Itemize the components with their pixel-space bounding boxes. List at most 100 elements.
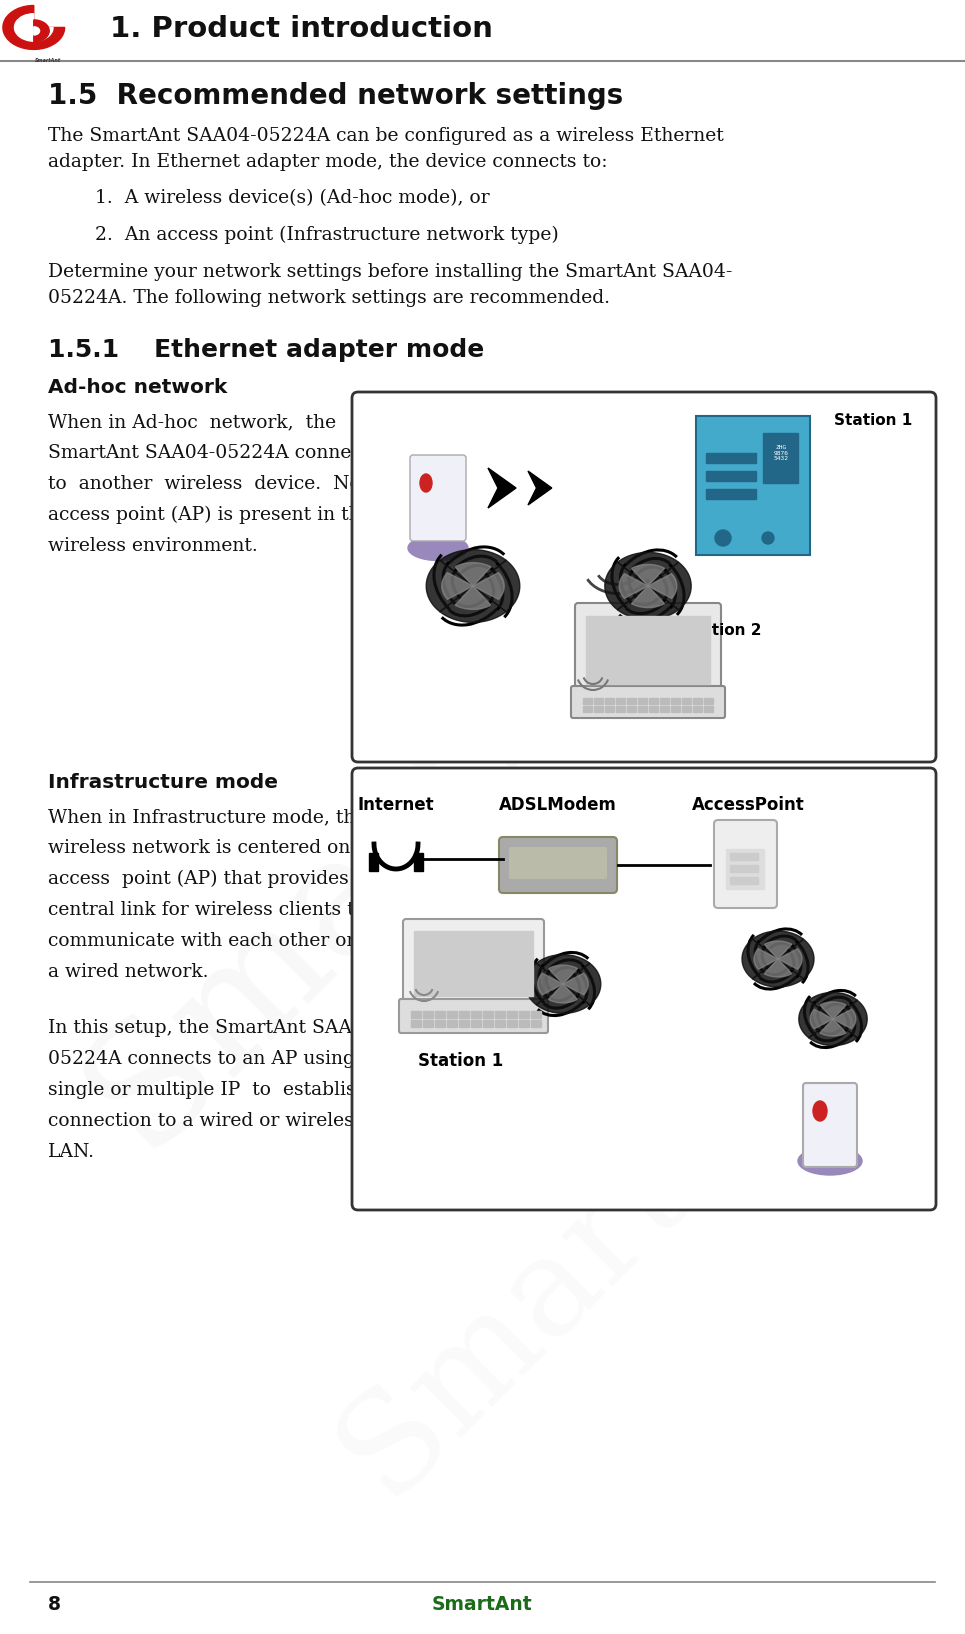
Bar (459, 1011, 469, 1018)
Bar (447, 1011, 457, 1018)
FancyBboxPatch shape (399, 998, 548, 1033)
Bar (671, 698, 680, 704)
Text: 05224A. The following network settings are recommended.: 05224A. The following network settings a… (48, 289, 610, 307)
FancyBboxPatch shape (352, 768, 936, 1211)
Text: 8: 8 (48, 1595, 61, 1613)
Text: The SmartAnt SAA04-05224A can be configured as a wireless Ethernet: The SmartAnt SAA04-05224A can be configu… (48, 127, 724, 145)
Bar (519, 1020, 529, 1028)
Polygon shape (440, 587, 506, 623)
Bar (605, 706, 614, 712)
Bar (682, 698, 691, 704)
Text: Ad-hoc network: Ad-hoc network (48, 377, 227, 397)
Text: access  point (AP) that provides a: access point (AP) that provides a (48, 869, 366, 889)
Bar (704, 706, 713, 712)
Text: a wired network.: a wired network. (48, 962, 208, 980)
Bar (507, 1020, 517, 1028)
FancyBboxPatch shape (403, 918, 544, 1007)
Bar (730, 864, 758, 873)
Polygon shape (605, 562, 648, 609)
Polygon shape (525, 962, 563, 1005)
Polygon shape (833, 1010, 856, 1029)
Bar (693, 706, 702, 712)
Text: Station 1: Station 1 (418, 1052, 504, 1070)
Polygon shape (778, 940, 813, 979)
FancyBboxPatch shape (499, 837, 617, 894)
FancyBboxPatch shape (410, 454, 466, 541)
Bar (605, 698, 614, 704)
Polygon shape (427, 560, 473, 611)
Bar (649, 706, 658, 712)
Bar (594, 698, 603, 704)
Ellipse shape (408, 536, 468, 560)
FancyBboxPatch shape (352, 392, 936, 761)
Polygon shape (473, 560, 520, 611)
Text: Station 1: Station 1 (834, 413, 912, 428)
Circle shape (762, 533, 774, 544)
Polygon shape (455, 587, 491, 609)
Text: When in Infrastructure mode, the: When in Infrastructure mode, the (48, 807, 367, 827)
Text: Determine your network settings before installing the SmartAnt SAA04-: Determine your network settings before i… (48, 263, 732, 281)
Polygon shape (631, 587, 665, 608)
Polygon shape (442, 572, 473, 600)
Bar (411, 1020, 421, 1028)
Polygon shape (820, 1020, 846, 1036)
Bar (638, 706, 647, 712)
Bar (369, 853, 378, 871)
Ellipse shape (420, 474, 432, 492)
Bar (495, 1020, 505, 1028)
Bar (483, 1020, 493, 1028)
Bar (616, 706, 625, 712)
Polygon shape (820, 1002, 846, 1020)
Text: 2.  An access point (Infrastructure network type): 2. An access point (Infrastructure netwo… (95, 225, 559, 243)
Polygon shape (799, 1000, 833, 1038)
Bar (649, 698, 658, 704)
Text: LAN.: LAN. (48, 1144, 95, 1162)
Bar (411, 1011, 421, 1018)
Bar (706, 471, 756, 480)
Text: wireless network is centered on an: wireless network is centered on an (48, 838, 379, 856)
FancyBboxPatch shape (575, 603, 721, 694)
Text: Infrastructure mode: Infrastructure mode (48, 773, 278, 791)
Circle shape (715, 529, 731, 546)
Bar (594, 706, 603, 712)
Text: 05224A connects to an AP using a: 05224A connects to an AP using a (48, 1051, 372, 1069)
Polygon shape (753, 959, 804, 987)
Bar (471, 1011, 481, 1018)
Polygon shape (528, 471, 552, 505)
Text: SmartAnt: SmartAnt (431, 1595, 533, 1613)
Polygon shape (648, 574, 676, 598)
FancyBboxPatch shape (696, 417, 810, 556)
Polygon shape (618, 552, 678, 587)
Polygon shape (538, 974, 563, 995)
Bar (616, 698, 625, 704)
Polygon shape (563, 962, 601, 1005)
Bar (495, 1011, 505, 1018)
Bar (423, 1011, 433, 1018)
FancyBboxPatch shape (803, 1083, 857, 1167)
Wedge shape (3, 5, 65, 49)
Text: SmartAnt SAA04-05224A connects: SmartAnt SAA04-05224A connects (48, 444, 379, 462)
Text: Internet: Internet (358, 796, 434, 814)
Bar (519, 1011, 529, 1018)
Polygon shape (778, 949, 802, 969)
Bar (660, 706, 669, 712)
Bar (435, 1020, 445, 1028)
Bar (706, 489, 756, 498)
Text: 1.5.1    Ethernet adapter mode: 1.5.1 Ethernet adapter mode (48, 338, 484, 363)
Polygon shape (537, 954, 590, 984)
Bar (483, 1011, 493, 1018)
Text: 1. Product introduction: 1. Product introduction (110, 15, 493, 42)
Bar (704, 698, 713, 704)
Bar (583, 706, 592, 712)
Polygon shape (742, 940, 778, 979)
Bar (507, 1011, 517, 1018)
Polygon shape (455, 562, 491, 587)
Bar (730, 853, 758, 859)
Text: In this setup, the SmartAnt SAA04-: In this setup, the SmartAnt SAA04- (48, 1020, 382, 1038)
Text: ADSLModem: ADSLModem (499, 796, 617, 814)
Polygon shape (809, 992, 857, 1020)
Bar (583, 698, 592, 704)
Bar (471, 1020, 481, 1028)
Bar (638, 698, 647, 704)
Polygon shape (809, 1020, 857, 1046)
